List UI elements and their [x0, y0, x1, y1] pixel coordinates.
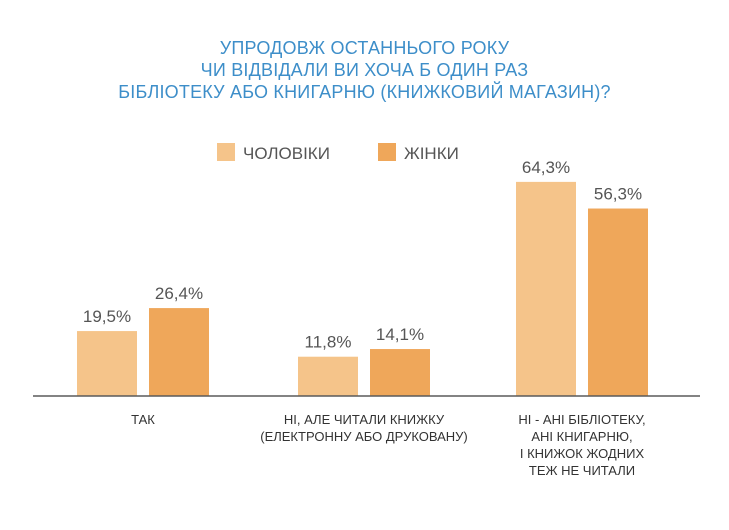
category-label-2-line-1: НІ, АЛЕ ЧИТАЛИ КНИЖКУ	[284, 412, 445, 427]
chart-title-line-2: ЧИ ВІДВІДАЛИ ВИ ХОЧА Б ОДИН РАЗ	[200, 60, 529, 80]
value-label-men-3: 64,3%	[522, 158, 570, 177]
legend-swatch-men	[217, 143, 235, 161]
category-label-1-line-1: ТАК	[131, 412, 155, 427]
bar-women-1	[149, 308, 209, 396]
bar-women-3	[588, 208, 648, 396]
bar-women-2	[370, 349, 430, 396]
value-label-men-1: 19,5%	[83, 307, 131, 326]
bar-men-2	[298, 356, 358, 396]
category-label-3-line-4: ТЕЖ НЕ ЧИТАЛИ	[529, 463, 635, 478]
legend-label-women: ЖІНКИ	[404, 144, 459, 163]
legend-label-men: ЧОЛОВІКИ	[243, 144, 330, 163]
legend-swatch-women	[378, 143, 396, 161]
bar-men-3	[516, 181, 576, 396]
bar-men-1	[77, 331, 137, 396]
chart-title-line-1: УПРОДОВЖ ОСТАННЬОГО РОКУ	[219, 38, 510, 58]
category-label-2-line-2: (ЕЛЕКТРОННУ АБО ДРУКОВАНУ)	[260, 429, 468, 444]
value-label-women-3: 56,3%	[594, 185, 642, 204]
category-label-3-line-1: НІ - АНІ БІБЛІОТЕКУ,	[518, 412, 645, 427]
value-label-men-2: 11,8%	[305, 333, 352, 352]
value-label-women-2: 14,1%	[376, 325, 424, 344]
value-label-women-1: 26,4%	[155, 284, 203, 303]
category-label-3-line-2: АНІ КНИГАРНЮ,	[531, 429, 632, 444]
category-label-3-line-3: І КНИЖОК ЖОДНИХ	[520, 446, 645, 461]
chart-title-line-3: БІБЛІОТЕКУ АБО КНИГАРНЮ (КНИЖКОВИЙ МАГАЗ…	[118, 82, 611, 102]
